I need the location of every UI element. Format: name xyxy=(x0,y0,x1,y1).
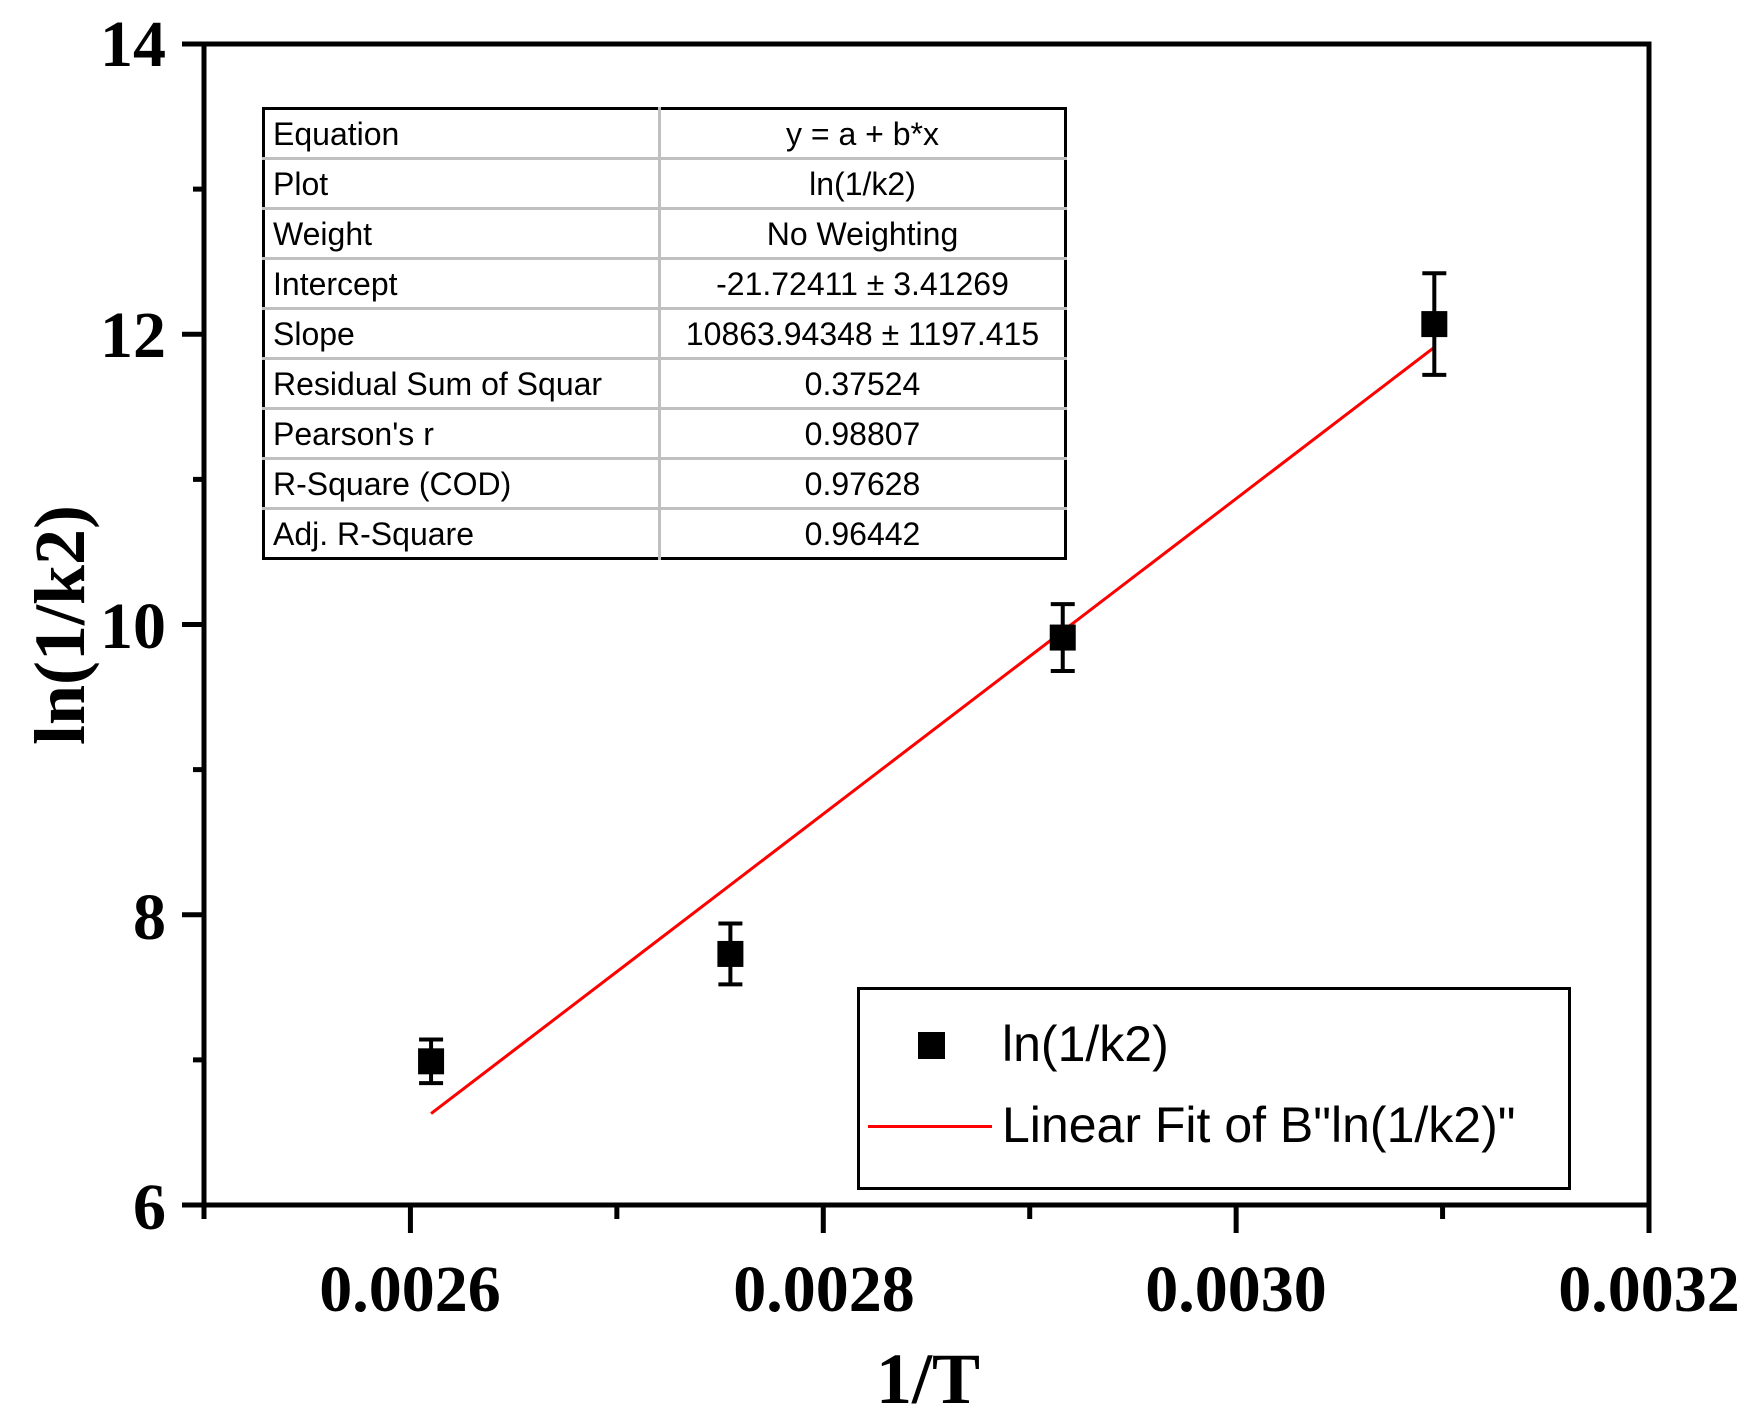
y-tick-label: 12 xyxy=(100,299,166,372)
data-point xyxy=(1421,271,1448,377)
y-tick-labels: 6 8 10 12 14 xyxy=(100,8,166,1244)
table-row: Plot ln(1/k2) xyxy=(263,157,1066,209)
x-axis-title: 1/T xyxy=(876,1339,980,1419)
square-marker xyxy=(1421,311,1448,338)
stat-value: No Weighting xyxy=(659,207,1066,259)
x-tick-label: 0.0030 xyxy=(1145,1253,1327,1326)
table-row: Equation y = a + b*x xyxy=(263,108,1066,159)
data-point xyxy=(717,921,744,987)
table-row: Slope 10863.94348 ± 1197.415 xyxy=(263,307,1066,359)
legend-label: Linear Fit of B"ln(1/k2)" xyxy=(1002,1097,1516,1153)
fit-statistics-table: Equation y = a + b*x Plot ln(1/k2) Weigh… xyxy=(262,107,1067,560)
data-points xyxy=(418,271,1448,1086)
legend-item-data: ln(1/k2) xyxy=(860,1004,1169,1084)
stat-label: R-Square (COD) xyxy=(263,457,661,509)
table-row: Adj. R-Square 0.96442 xyxy=(263,507,1066,559)
legend-square xyxy=(918,1032,945,1059)
stat-value: ln(1/k2) xyxy=(659,157,1066,209)
stat-value: -21.72411 ± 3.41269 xyxy=(659,257,1066,309)
stat-value: 10863.94348 ± 1197.415 xyxy=(659,307,1066,359)
legend-line xyxy=(868,1125,992,1128)
fit-line-segment xyxy=(430,346,1436,1115)
stat-label: Pearson's r xyxy=(263,407,661,459)
square-marker xyxy=(717,940,744,967)
y-tick-label: 8 xyxy=(133,881,166,954)
stat-value: y = a + b*x xyxy=(786,115,939,152)
fit-line xyxy=(430,346,1436,1115)
stat-label: Weight xyxy=(263,207,661,259)
y-tick-label: 14 xyxy=(100,8,166,81)
stat-value: 0.98807 xyxy=(659,407,1066,459)
legend-item-fit: Linear Fit of B"ln(1/k2)" xyxy=(860,1085,1515,1165)
stat-value: 0.37524 xyxy=(659,357,1066,409)
stat-value: 0.96442 xyxy=(659,507,1066,559)
data-point xyxy=(418,1037,445,1086)
square-marker xyxy=(418,1048,445,1075)
x-tick-labels: 0.0026 0.0028 0.0030 0.0032 xyxy=(319,1253,1738,1326)
square-marker-icon xyxy=(860,1004,990,1084)
y-tick-label: 10 xyxy=(100,590,166,663)
stat-label: Residual Sum of Squar xyxy=(263,357,661,409)
table-row: Residual Sum of Squar 0.37524 xyxy=(263,357,1066,409)
data-point xyxy=(1049,602,1076,673)
stat-label: Intercept xyxy=(263,257,661,309)
legend: ln(1/k2) Linear Fit of B"ln(1/k2)" xyxy=(857,987,1571,1190)
stat-label: Adj. R-Square xyxy=(263,507,661,559)
table-row: Intercept -21.72411 ± 3.41269 xyxy=(263,257,1066,309)
line-swatch-icon xyxy=(860,1085,992,1165)
table-row: Pearson's r 0.98807 xyxy=(263,407,1066,459)
table-row: Weight No Weighting xyxy=(263,207,1066,259)
stat-label: Equation xyxy=(263,108,661,159)
x-tick-label: 0.0032 xyxy=(1558,1253,1738,1326)
plot-frame xyxy=(201,41,1652,1208)
stat-label: Slope xyxy=(263,307,661,359)
y-tick-label: 6 xyxy=(133,1171,166,1244)
stat-value: 0.97628 xyxy=(659,457,1066,509)
x-tick-label: 0.0028 xyxy=(733,1253,915,1326)
y-axis-title: ln(1/k2) xyxy=(20,505,100,745)
x-tick-label: 0.0026 xyxy=(319,1253,501,1326)
stat-label: Plot xyxy=(263,157,661,209)
legend-label: ln(1/k2) xyxy=(1002,1016,1169,1072)
square-marker xyxy=(1049,624,1076,651)
table-row: R-Square (COD) 0.97628 xyxy=(263,457,1066,509)
